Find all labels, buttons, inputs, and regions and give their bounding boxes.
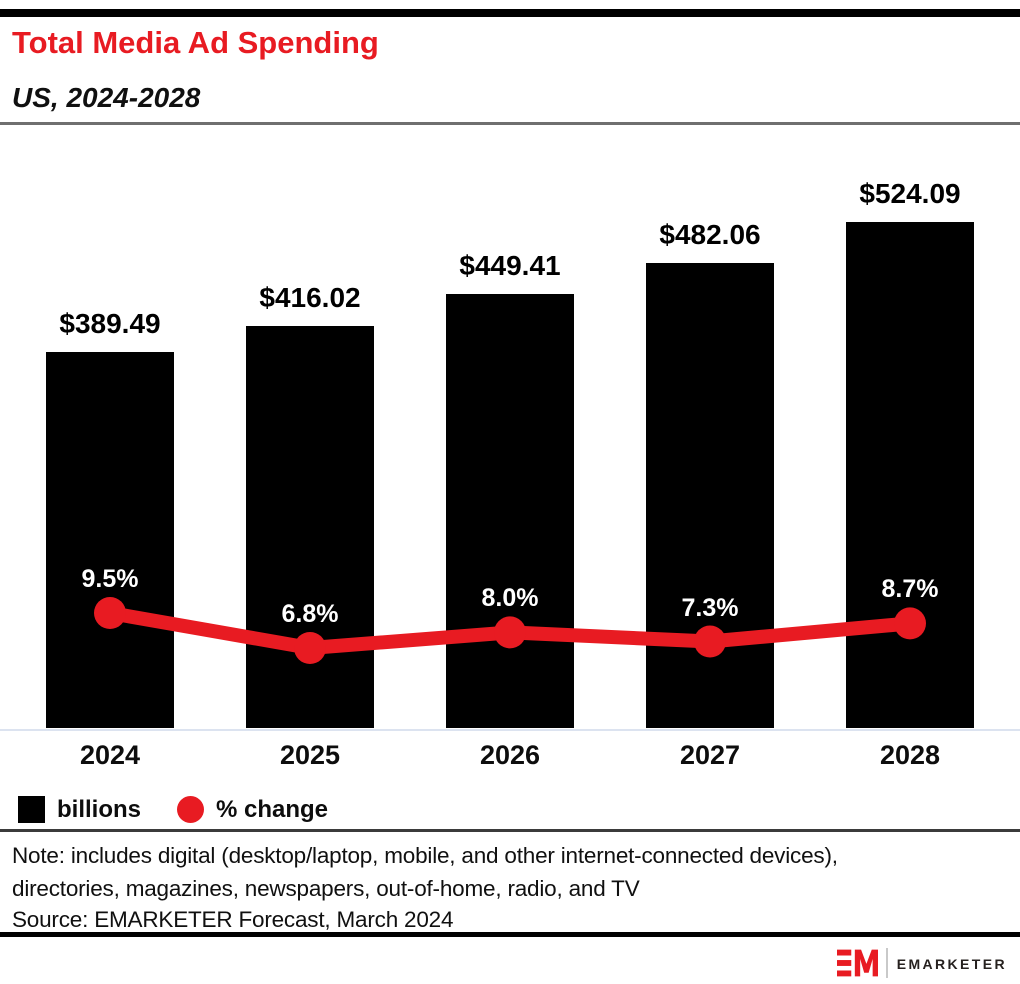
brand-name: EMARKETER bbox=[896, 955, 1007, 972]
x-axis-line bbox=[0, 729, 1020, 731]
pct-label-2026: 8.0% bbox=[481, 584, 539, 613]
bar-2026 bbox=[446, 294, 574, 728]
bar-2024 bbox=[46, 352, 174, 728]
pct-label-2024: 9.5% bbox=[81, 565, 139, 593]
x-axis-label-2024: 2024 bbox=[79, 740, 141, 770]
brand-logo: EMARKETER bbox=[836, 948, 1007, 978]
bar-2027 bbox=[646, 262, 774, 728]
em-monogram-icon bbox=[836, 949, 878, 977]
bar-value-label-2027: $482.06 bbox=[659, 218, 761, 250]
legend-label-billions: billions bbox=[57, 796, 141, 823]
bar-value-label-2026: $449.41 bbox=[459, 250, 561, 282]
bar-value-label-2028: $524.09 bbox=[859, 178, 961, 210]
bottom-divider bbox=[0, 932, 1020, 937]
source-text: Source: EMARKETER Forecast, March 2024 bbox=[12, 907, 454, 932]
top-accent-bar bbox=[0, 9, 1020, 17]
legend-swatch-pct-change bbox=[177, 796, 204, 823]
bar-2025 bbox=[246, 326, 374, 728]
x-axis-label-2027: 2027 bbox=[679, 740, 741, 770]
header-divider bbox=[0, 122, 1020, 125]
chart-subtitle: US, 2024-2028 bbox=[12, 82, 201, 113]
x-axis-label-2025: 2025 bbox=[279, 740, 341, 770]
pct-label-2028: 8.7% bbox=[881, 575, 939, 604]
pct-label-2025: 6.8% bbox=[281, 600, 339, 628]
bar-2028 bbox=[846, 222, 974, 728]
x-axis-label-2028: 2028 bbox=[879, 740, 941, 770]
chart-title: Total Media Ad Spending bbox=[12, 25, 379, 60]
x-axis-label-2026: 2026 bbox=[479, 740, 541, 770]
legend-label-pct-change: % change bbox=[216, 796, 329, 823]
legend-swatch-billions bbox=[18, 796, 45, 823]
note-line-1: Note: includes digital (desktop/laptop, … bbox=[12, 843, 838, 868]
bar-value-label-2025: $416.02 bbox=[259, 282, 361, 314]
note-line-2: directories, magazines, newspapers, out-… bbox=[12, 876, 640, 901]
logo-divider bbox=[885, 948, 888, 978]
legend-divider bbox=[0, 829, 1020, 832]
bar-value-label-2024: $389.49 bbox=[59, 308, 161, 339]
pct-label-2027: 7.3% bbox=[681, 593, 739, 622]
